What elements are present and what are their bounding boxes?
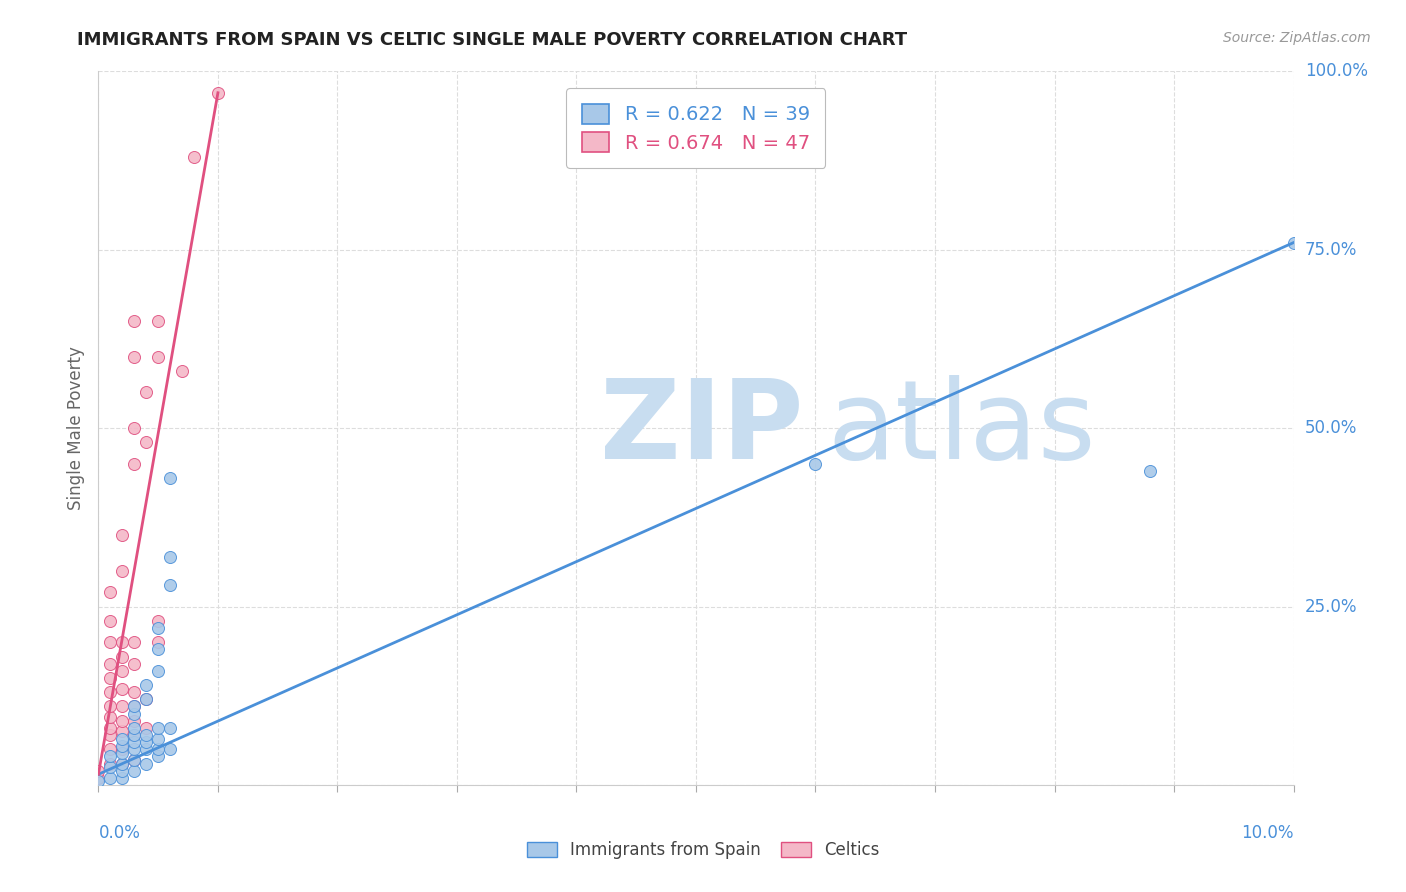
Point [111, 731, 134, 746]
Point [124, 685, 146, 699]
Text: 0.0%: 0.0% [98, 824, 141, 842]
Point [111, 699, 134, 714]
Point [87, 771, 110, 785]
Point [159, 578, 181, 592]
Point [111, 756, 134, 771]
Point [124, 699, 146, 714]
Point [207, 86, 229, 100]
Point [148, 350, 170, 364]
Point [111, 649, 134, 664]
Point [111, 664, 134, 678]
Point [159, 471, 181, 485]
Text: 100.0%: 100.0% [1305, 62, 1368, 80]
Point [135, 692, 157, 706]
Point [124, 753, 146, 767]
Point [111, 635, 134, 649]
Point [124, 728, 146, 742]
Point [159, 549, 181, 564]
Point [98, 710, 122, 724]
Point [87, 774, 110, 789]
Point [111, 724, 134, 739]
Point [1139, 464, 1161, 478]
Point [183, 150, 205, 164]
Point [98, 756, 122, 771]
Text: 50.0%: 50.0% [1305, 419, 1357, 437]
Point [124, 753, 146, 767]
Point [159, 721, 181, 735]
Point [124, 706, 146, 721]
Legend: R = 0.622   N = 39, R = 0.674   N = 47: R = 0.622 N = 39, R = 0.674 N = 47 [567, 88, 825, 169]
Point [111, 764, 134, 778]
Point [111, 742, 134, 756]
Point [98, 771, 122, 785]
Point [172, 364, 194, 378]
Point [98, 728, 122, 742]
Point [98, 671, 122, 685]
Point [111, 756, 134, 771]
Point [98, 760, 122, 774]
Point [124, 350, 146, 364]
Point [124, 735, 146, 749]
Text: 10.0%: 10.0% [1241, 824, 1294, 842]
Point [124, 714, 146, 728]
Point [135, 756, 157, 771]
Point [124, 742, 146, 756]
Point [98, 585, 122, 599]
Point [98, 657, 122, 671]
Point [111, 564, 134, 578]
Point [804, 457, 827, 471]
Point [98, 749, 122, 764]
Point [148, 721, 170, 735]
Text: IMMIGRANTS FROM SPAIN VS CELTIC SINGLE MALE POVERTY CORRELATION CHART: IMMIGRANTS FROM SPAIN VS CELTIC SINGLE M… [77, 31, 907, 49]
Point [124, 457, 146, 471]
Point [124, 721, 146, 735]
Point [135, 721, 157, 735]
Point [135, 385, 157, 400]
Point [135, 692, 157, 706]
Text: atlas: atlas [827, 375, 1095, 482]
Point [98, 742, 122, 756]
Point [148, 749, 170, 764]
Point [124, 764, 146, 778]
Point [148, 614, 170, 628]
Point [111, 746, 134, 760]
Point [148, 731, 170, 746]
Point [111, 528, 134, 542]
Text: 75.0%: 75.0% [1305, 241, 1357, 259]
Point [1282, 235, 1305, 250]
Point [98, 635, 122, 649]
Point [148, 314, 170, 328]
Text: ZIP: ZIP [600, 375, 804, 482]
Point [135, 435, 157, 450]
Point [98, 614, 122, 628]
Point [111, 739, 134, 753]
Y-axis label: Single Male Poverty: Single Male Poverty [67, 346, 86, 510]
Point [135, 742, 157, 756]
Point [124, 635, 146, 649]
Text: 25.0%: 25.0% [1305, 598, 1357, 615]
Point [135, 728, 157, 742]
Point [98, 699, 122, 714]
Point [98, 721, 122, 735]
Point [148, 621, 170, 635]
Point [87, 764, 110, 778]
Point [148, 664, 170, 678]
Point [124, 314, 146, 328]
Point [159, 742, 181, 756]
Point [124, 421, 146, 435]
Point [124, 699, 146, 714]
Point [111, 681, 134, 696]
Point [111, 771, 134, 785]
Point [148, 742, 170, 756]
Point [135, 678, 157, 692]
Point [111, 714, 134, 728]
Point [124, 728, 146, 742]
Point [124, 657, 146, 671]
Legend: Immigrants from Spain, Celtics: Immigrants from Spain, Celtics [520, 835, 886, 866]
Point [148, 642, 170, 657]
Text: Source: ZipAtlas.com: Source: ZipAtlas.com [1223, 31, 1371, 45]
Point [98, 685, 122, 699]
Point [135, 735, 157, 749]
Point [148, 635, 170, 649]
